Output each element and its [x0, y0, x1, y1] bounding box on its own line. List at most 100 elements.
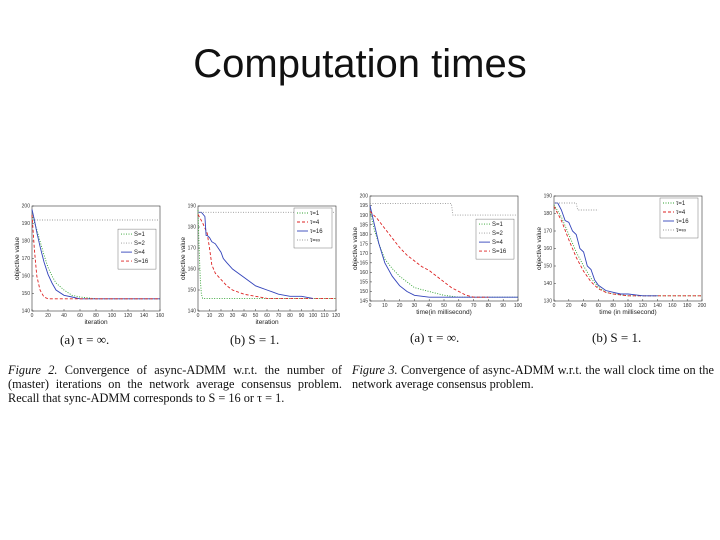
x-tick-label: 80 — [93, 313, 99, 319]
legend-box — [293, 207, 333, 249]
x-tick-label: 70 — [471, 303, 477, 309]
legend-label: S=16 — [492, 249, 507, 255]
x-tick-label: 60 — [596, 303, 602, 309]
x-tick-label: 120 — [124, 313, 133, 319]
plot-fig2a: 0 20 40 60 80 100 120 140 160 140 150 160 170 180 190 2… — [14, 200, 165, 326]
subplot-label-fig2a: (a) τ = ∞. — [60, 332, 110, 347]
y-tick-label: 175 — [360, 241, 369, 247]
y-axis-label: objective value — [180, 237, 187, 280]
x-tick-label: 140 — [140, 313, 149, 319]
y-tick-label: 170 — [22, 256, 31, 262]
y-tick-label: 140 — [22, 309, 31, 315]
x-tick-label: 0 — [31, 313, 34, 319]
legend-label: S=16 — [134, 259, 149, 265]
x-tick-label: 160 — [668, 303, 677, 309]
series-line — [554, 202, 599, 211]
subplot-label-fig3b: (b) S = 1. — [592, 330, 642, 345]
x-axis-label: time (in millisecond) — [599, 309, 656, 316]
x-axis-label: iteration — [84, 319, 108, 326]
x-tick-label: 100 — [514, 303, 523, 309]
x-tick-label: 40 — [426, 303, 432, 309]
y-tick-label: 190 — [188, 204, 197, 210]
legend-box — [475, 218, 515, 260]
x-tick-label: 20 — [218, 313, 224, 319]
subplot-label-fig3a: (a) τ = ∞. — [410, 330, 460, 345]
series-line — [369, 210, 489, 298]
y-tick-label: 170 — [360, 251, 369, 257]
x-tick-label: 20 — [566, 303, 572, 309]
legend-box — [117, 228, 157, 270]
legend-label: τ=4 — [676, 210, 686, 216]
x-tick-label: 60 — [77, 313, 83, 319]
caption-fig2: Figure 2. Convergence of async-ADMM w.r.… — [8, 363, 342, 405]
series-line — [197, 210, 336, 299]
legend-label: S=1 — [134, 232, 146, 238]
x-tick-label: 160 — [156, 313, 165, 319]
y-tick-label: 180 — [22, 239, 31, 245]
y-tick-label: 170 — [544, 229, 553, 235]
plot-fig2b: 0 10 20 30 40 50 60 70 80 90 100 110 120 140 150 160 170… — [180, 200, 340, 326]
x-tick-label: 100 — [108, 313, 117, 319]
y-tick-label: 195 — [360, 203, 369, 209]
y-tick-label: 190 — [22, 221, 31, 227]
y-tick-label: 180 — [188, 225, 197, 231]
y-tick-label: 140 — [544, 281, 553, 287]
slide-title: Computation times — [193, 42, 527, 86]
series-line — [553, 206, 702, 297]
y-axis-label: objective value — [14, 237, 21, 280]
x-tick-label: 110 — [321, 313, 329, 319]
y-tick-label: 170 — [188, 246, 197, 252]
caption-fig3: Figure 3. Convergence of async-ADMM w.r.… — [352, 363, 714, 391]
y-tick-label: 160 — [22, 274, 31, 280]
x-axis-label: iteration — [255, 319, 279, 326]
x-axis-label: time(in millisecond) — [416, 309, 472, 316]
y-tick-label: 145 — [360, 299, 369, 305]
x-tick-label: 80 — [287, 313, 293, 319]
caption-fig3-text: Convergence of async-ADMM w.r.t. the wal… — [352, 363, 715, 391]
y-tick-label: 190 — [360, 213, 369, 219]
legend-label: τ=16 — [310, 229, 323, 235]
y-tick-label: 150 — [544, 264, 553, 270]
x-tick-label: 30 — [230, 313, 236, 319]
x-tick-label: 20 — [45, 313, 51, 319]
x-tick-label: 180 — [683, 303, 692, 309]
y-tick-label: 150 — [22, 291, 31, 297]
x-tick-label: 70 — [276, 313, 282, 319]
y-tick-label: 180 — [360, 232, 369, 238]
y-tick-label: 130 — [544, 299, 553, 305]
plot-fig3b: 0 20 40 60 80 100 120 140 160 180 200 130 140 150 160 1… — [536, 190, 707, 316]
x-tick-label: 60 — [456, 303, 462, 309]
series-line — [369, 205, 518, 298]
x-tick-label: 40 — [61, 313, 67, 319]
x-tick-label: 80 — [486, 303, 492, 309]
x-tick-label: 10 — [382, 303, 388, 309]
y-tick-label: 200 — [22, 204, 31, 210]
caption-fig2-text: Convergence of async-ADMM w.r.t. the num… — [8, 363, 343, 405]
y-tick-label: 160 — [544, 246, 553, 252]
x-tick-label: 40 — [241, 313, 247, 319]
y-tick-label: 190 — [544, 194, 553, 200]
y-tick-label: 160 — [188, 267, 197, 273]
x-tick-label: 40 — [581, 303, 587, 309]
legend-label: τ=4 — [310, 220, 320, 226]
x-tick-label: 200 — [698, 303, 707, 309]
x-tick-label: 100 — [309, 313, 318, 319]
legend-label: τ=∞ — [310, 238, 320, 244]
legend-label: τ=∞ — [676, 228, 686, 234]
y-axis-label: objective value — [536, 227, 543, 270]
x-tick-label: 90 — [500, 303, 506, 309]
legend-label: S=2 — [492, 231, 504, 237]
legend-label: S=4 — [134, 250, 146, 256]
legend-label: S=2 — [134, 241, 146, 247]
y-tick-label: 140 — [188, 309, 197, 315]
x-tick-label: 90 — [299, 313, 305, 319]
x-tick-label: 120 — [639, 303, 648, 309]
legend-label: τ=1 — [310, 211, 320, 217]
y-tick-label: 200 — [360, 194, 369, 200]
y-tick-label: 155 — [360, 280, 369, 286]
legend-label: S=4 — [492, 240, 504, 246]
y-tick-label: 150 — [188, 288, 197, 294]
x-tick-label: 30 — [412, 303, 418, 309]
caption-fig2-label: Figure 2. — [8, 363, 58, 377]
series-line — [370, 203, 518, 216]
